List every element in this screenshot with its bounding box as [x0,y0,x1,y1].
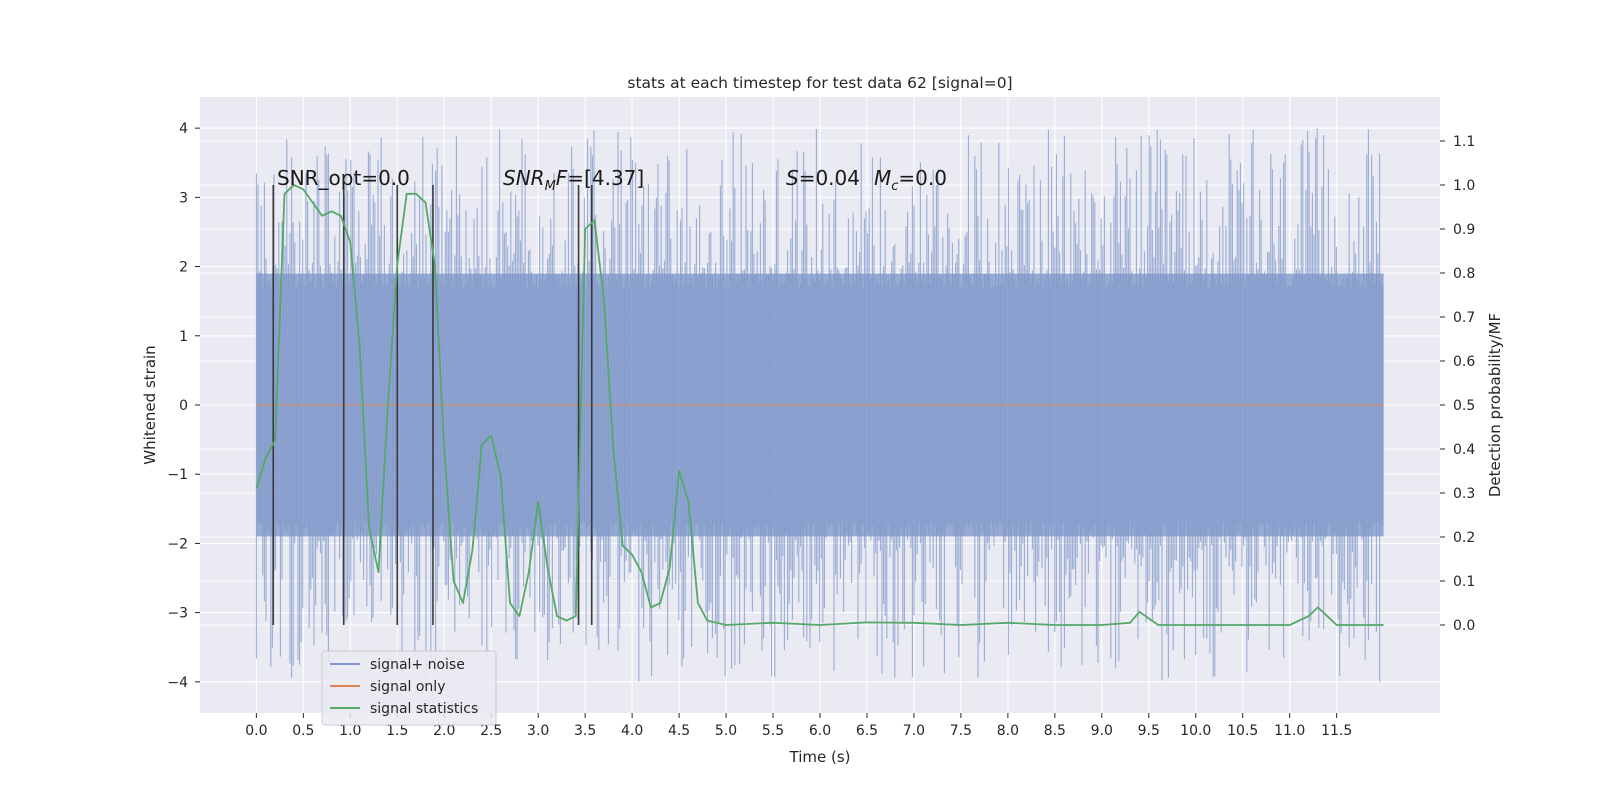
chart-title: stats at each timestep for test data 62 … [627,74,1012,92]
x-tick-label: 11.5 [1321,723,1352,739]
right-y-tick-label: 0.3 [1453,486,1475,502]
right-y-tick-label: 0.7 [1453,310,1475,326]
left-y-tick-label: 1 [179,329,188,345]
left-y-tick-label: −4 [167,675,188,691]
x-tick-label: 2.5 [480,723,502,739]
snr-mf-sub: M [545,179,556,194]
x-tick-label: 10.5 [1227,723,1258,739]
x-tick-label: 0.0 [245,723,267,739]
legend-box [321,650,497,726]
x-tick-label: 8.5 [1044,723,1066,739]
snr-mf-value: =[4.37] [567,166,644,190]
right-y-tick-label: 0.9 [1453,222,1475,238]
statistics-line [255,184,1384,626]
stat-s: S [786,166,799,190]
right-y-axis-ticks: 1.1 1.0 0.9 0.8 0.7 0.6 0.5 0.4 0.3 0.2 0.1 0.0 [1440,134,1475,634]
stat-s-value: =0.04 [799,166,860,190]
left-y-axis-ticks: 4 3 2 1 0 −1 −2 −3 −4 [167,121,200,691]
right-y-tick-label: 0.0 [1453,618,1475,634]
x-tick-label: 0.5 [292,723,314,739]
right-y-tick-label: 1.0 [1453,178,1475,194]
x-tick-label: 3.5 [574,723,596,739]
x-tick-label: 6.5 [856,723,878,739]
left-y-tick-label: 0 [179,398,188,414]
left-y-axis-label: Whitened strain [141,345,159,464]
right-y-tick-label: 0.8 [1453,266,1475,282]
x-tick-label: 1.5 [386,723,408,739]
x-tick-label: 8.0 [997,723,1019,739]
x-tick-label: 4.0 [621,723,643,739]
x-axis-ticks: 0.0 0.5 1.0 1.5 2.0 2.5 3.0 3.5 4.0 4.5 5.0 5.5 6.0 6… [245,713,1352,739]
left-y-tick-label: −3 [167,606,188,622]
snr-mf-annotation: SNRMF=[4.37] [503,166,644,194]
x-tick-label: 9.0 [1091,723,1113,739]
x-tick-label: 9.5 [1138,723,1160,739]
right-y-tick-label: 0.6 [1453,354,1475,370]
signal-statistics-series [255,184,1384,626]
stat-annotation: S=0.04 Mc=0.0 [786,166,947,194]
x-tick-label: 2.0 [433,723,455,739]
left-y-tick-label: −2 [167,536,188,552]
x-tick-label: 3.0 [527,723,549,739]
x-tick-label: 5.5 [762,723,784,739]
right-y-axis-label: Detection probability/MF [1486,313,1504,497]
snr-mf-main: SNR [503,166,545,190]
left-y-tick-label: −1 [167,467,188,483]
x-tick-label: 1.0 [339,723,361,739]
noise-spikes [255,128,1384,682]
x-tick-label: 11.0 [1274,723,1305,739]
legend-label-signal-only: signal only [370,679,445,695]
x-tick-label: 5.0 [715,723,737,739]
legend-label-signal-statistics: signal statistics [370,701,478,717]
right-y-tick-label: 0.1 [1453,574,1475,590]
stat-mc-sub: c [891,179,898,194]
annotations: SNR_opt=0.0 SNRMF=[4.37] S=0.04 Mc=0.0 [277,166,947,194]
x-tick-label: 10.0 [1180,723,1211,739]
right-y-tick-label: 1.1 [1453,134,1475,150]
legend: signal+ noise signal only signal statist… [321,650,497,726]
vertical-markers [272,185,593,625]
x-tick-label: 4.5 [668,723,690,739]
left-y-tick-label: 2 [179,260,188,276]
left-y-tick-label: 4 [179,121,188,137]
legend-label-signal-noise: signal+ noise [370,657,465,673]
stat-mc-value: =0.0 [898,166,947,190]
snr-mf-tail: F [556,166,568,190]
snr-opt-annotation: SNR_opt=0.0 [277,166,410,190]
right-y-tick-label: 0.4 [1453,442,1475,458]
left-y-tick-label: 3 [179,190,188,206]
x-axis-label: Time (s) [789,748,851,766]
x-tick-label: 6.0 [809,723,831,739]
x-tick-label: 7.5 [950,723,972,739]
x-tick-label: 7.0 [903,723,925,739]
right-y-tick-label: 0.2 [1453,530,1475,546]
right-y-tick-label: 0.5 [1453,398,1475,414]
stat-mc: M [874,166,891,190]
